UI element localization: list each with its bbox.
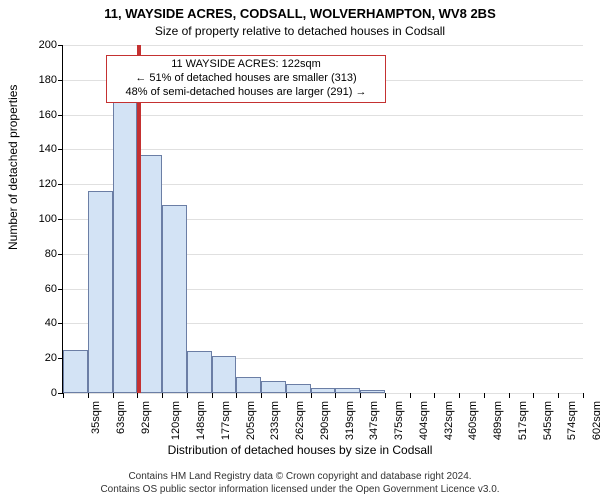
x-tick: [63, 393, 64, 398]
y-tick-label: 180: [39, 74, 57, 86]
x-tick: [509, 393, 510, 398]
y-tick: [58, 149, 63, 150]
gridline: [63, 393, 583, 394]
y-tick-label: 120: [39, 178, 57, 190]
y-tick-label: 80: [45, 248, 57, 260]
x-tick-label: 375sqm: [393, 401, 405, 440]
x-tick-label: 262sqm: [294, 401, 306, 440]
x-tick-label: 517sqm: [517, 401, 529, 440]
histogram-bar: [88, 191, 113, 393]
x-tick-label: 177sqm: [220, 401, 232, 440]
x-tick-label: 148sqm: [195, 401, 207, 440]
chart-title-line1: 11, WAYSIDE ACRES, CODSALL, WOLVERHAMPTO…: [0, 6, 600, 21]
histogram-bar: [187, 351, 212, 393]
x-tick-label: 319sqm: [344, 401, 356, 440]
x-tick: [113, 393, 114, 398]
x-tick-label: 35sqm: [90, 401, 102, 434]
x-tick: [533, 393, 534, 398]
x-tick: [410, 393, 411, 398]
x-tick-label: 545sqm: [542, 401, 554, 440]
x-tick-label: 432sqm: [443, 401, 455, 440]
x-tick-label: 347sqm: [369, 401, 381, 440]
x-tick-label: 574sqm: [567, 401, 579, 440]
histogram-bar: [63, 350, 88, 394]
histogram-bar: [113, 73, 138, 393]
y-tick: [58, 219, 63, 220]
x-tick: [484, 393, 485, 398]
x-tick: [187, 393, 188, 398]
x-axis-label: Distribution of detached houses by size …: [0, 443, 600, 457]
histogram-bar: [212, 356, 237, 393]
x-tick: [286, 393, 287, 398]
histogram-bar: [360, 390, 385, 393]
y-tick: [58, 254, 63, 255]
x-tick: [88, 393, 89, 398]
y-tick: [58, 323, 63, 324]
footer-line-2: Contains OS public sector information li…: [100, 484, 499, 495]
x-tick: [558, 393, 559, 398]
histogram-bar: [286, 384, 311, 393]
x-tick: [385, 393, 386, 398]
x-tick-label: 290sqm: [319, 401, 331, 440]
histogram-bar: [261, 381, 286, 393]
y-tick-label: 140: [39, 143, 57, 155]
y-tick-label: 0: [51, 387, 57, 399]
x-tick: [434, 393, 435, 398]
x-tick-label: 63sqm: [115, 401, 127, 434]
x-tick-label: 489sqm: [492, 401, 504, 440]
y-tick: [58, 80, 63, 81]
x-tick-label: 602sqm: [591, 401, 600, 440]
x-tick: [311, 393, 312, 398]
x-tick-label: 120sqm: [170, 401, 182, 440]
annotation-box: 11 WAYSIDE ACRES: 122sqm ← 51% of detach…: [106, 55, 386, 103]
chart-container: 11, WAYSIDE ACRES, CODSALL, WOLVERHAMPTO…: [0, 0, 600, 500]
y-tick-label: 200: [39, 39, 57, 51]
x-tick: [583, 393, 584, 398]
y-axis-label: Number of detached properties: [6, 85, 20, 250]
footer-attribution: Contains HM Land Registry data © Crown c…: [0, 471, 600, 496]
histogram-bar: [311, 388, 336, 393]
histogram-bar: [335, 388, 360, 393]
y-tick-label: 160: [39, 109, 57, 121]
y-tick: [58, 184, 63, 185]
x-tick-label: 92sqm: [140, 401, 152, 434]
y-tick-label: 60: [45, 283, 57, 295]
annotation-line-1: 11 WAYSIDE ACRES: 122sqm: [113, 58, 379, 72]
x-tick: [459, 393, 460, 398]
footer-line-1: Contains HM Land Registry data © Crown c…: [128, 471, 471, 482]
x-tick: [360, 393, 361, 398]
y-tick: [58, 45, 63, 46]
y-tick-label: 20: [45, 352, 57, 364]
y-tick-label: 40: [45, 317, 57, 329]
x-tick: [137, 393, 138, 398]
x-tick-label: 205sqm: [245, 401, 257, 440]
x-tick-label: 233sqm: [269, 401, 281, 440]
chart-title-line2: Size of property relative to detached ho…: [0, 24, 600, 38]
histogram-bar: [162, 205, 187, 393]
x-tick-label: 404sqm: [418, 401, 430, 440]
y-tick-label: 100: [39, 213, 57, 225]
annotation-line-3: 48% of semi-detached houses are larger (…: [113, 86, 379, 100]
annotation-line-2: ← 51% of detached houses are smaller (31…: [113, 72, 379, 86]
x-tick: [162, 393, 163, 398]
x-tick: [261, 393, 262, 398]
x-tick: [236, 393, 237, 398]
y-tick: [58, 289, 63, 290]
x-tick-label: 460sqm: [468, 401, 480, 440]
x-tick: [212, 393, 213, 398]
y-tick: [58, 115, 63, 116]
x-tick: [335, 393, 336, 398]
histogram-bar: [236, 377, 261, 393]
